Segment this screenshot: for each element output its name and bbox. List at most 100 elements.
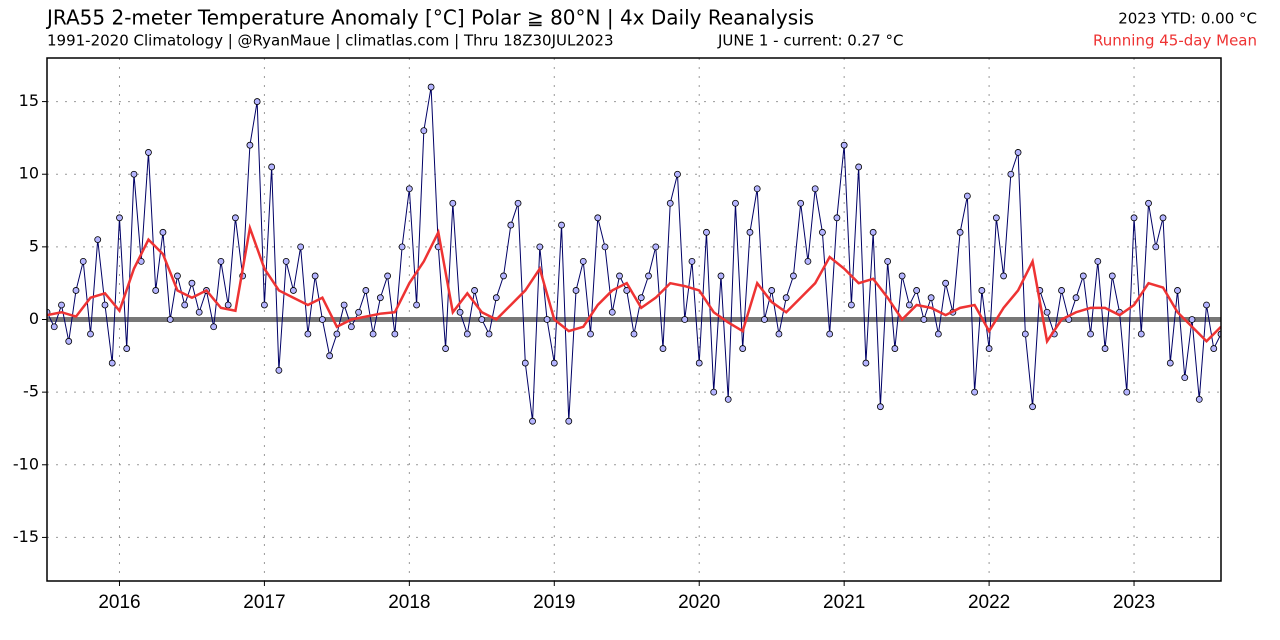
data-point: [717, 272, 725, 280]
data-point: [289, 287, 297, 294]
data-point: [1108, 272, 1116, 280]
x-tick-label: 2022: [968, 592, 1010, 613]
series: [47, 83, 1221, 425]
data-point: [304, 330, 312, 338]
data-point: [913, 287, 921, 294]
data-point: [804, 257, 812, 265]
data-point: [456, 308, 464, 316]
data-point: [217, 257, 225, 265]
data-point: [811, 185, 819, 193]
data-point: [514, 199, 522, 207]
data-point: [992, 214, 1000, 222]
annotation: 2023 YTD: 0.00 °C: [1118, 10, 1257, 28]
data-point: [1137, 330, 1145, 338]
y-tick-label: -5: [23, 382, 39, 401]
y-tick-label: -10: [13, 454, 39, 473]
data-point: [347, 323, 355, 331]
data-point: [210, 323, 218, 331]
data-point: [195, 308, 203, 316]
data-point: [652, 243, 660, 251]
data-point: [275, 366, 283, 374]
data-point: [985, 345, 993, 352]
data-point: [978, 287, 986, 294]
data-point: [558, 221, 565, 229]
data-point: [79, 257, 87, 265]
data-point: [594, 214, 602, 222]
x-tick-label: 2017: [243, 592, 285, 613]
data-point: [572, 287, 580, 294]
data-point: [782, 294, 790, 302]
chart-subtitle: 1991-2020 Climatology | @RyanMaue | clim…: [47, 32, 614, 50]
data-point: [1203, 301, 1210, 309]
data-point: [840, 141, 848, 149]
data-point: [1058, 287, 1065, 294]
data-point: [942, 279, 950, 287]
data-point: [876, 403, 884, 411]
x-tick-label: 2018: [388, 592, 430, 613]
data-point: [724, 396, 732, 403]
data-point: [674, 170, 681, 178]
data-point: [833, 214, 841, 222]
data-point: [695, 359, 703, 367]
data-point: [848, 301, 855, 309]
data-point: [710, 388, 718, 396]
data-point: [1188, 316, 1196, 323]
data-point: [449, 199, 457, 207]
data-point: [956, 228, 964, 236]
data-point: [145, 149, 152, 156]
data-point: [565, 417, 573, 425]
legend-label: Running 45-day Mean: [1093, 32, 1257, 50]
data-point: [1087, 330, 1094, 338]
data-point: [268, 163, 276, 171]
data-point: [1000, 272, 1007, 280]
data-point: [971, 388, 979, 396]
data-point: [869, 228, 877, 236]
data-point: [333, 330, 341, 338]
data-point: [471, 287, 478, 294]
data-point: [1094, 257, 1102, 265]
data-point: [311, 272, 319, 280]
data-point: [963, 192, 971, 200]
data-point: [159, 228, 167, 236]
data-point: [463, 330, 471, 338]
data-point: [1021, 330, 1029, 338]
data-point: [587, 330, 594, 338]
data-point: [326, 352, 334, 360]
data-point: [579, 257, 587, 265]
y-tick-label: 0: [29, 309, 39, 328]
data-point: [166, 316, 174, 323]
annotation: JUNE 1 - current: 0.27 °C: [717, 32, 903, 50]
data-point: [905, 301, 913, 309]
data-point: [521, 359, 529, 367]
data-point: [376, 294, 384, 302]
data-point: [420, 127, 428, 135]
data-point: [934, 330, 942, 338]
data-point: [405, 185, 413, 193]
data-point: [50, 323, 58, 331]
data-point: [297, 243, 305, 251]
data-point: [601, 243, 609, 251]
data-point: [1123, 388, 1131, 396]
data-point: [65, 337, 73, 345]
plot-frame: [46, 57, 1222, 582]
data-point: [1079, 272, 1087, 280]
data-point: [108, 359, 116, 367]
data-point: [282, 257, 290, 265]
data-point: [384, 272, 392, 280]
data-point: [427, 83, 435, 91]
chart-title: JRA55 2-meter Temperature Anomaly [°C] P…: [45, 6, 814, 30]
x-tick-label: 2020: [678, 592, 720, 613]
data-point: [261, 301, 268, 309]
data-point: [391, 330, 399, 338]
data-point: [1014, 149, 1022, 156]
data-point: [116, 214, 123, 222]
data-point: [101, 301, 109, 309]
y-tick-label: 10: [19, 164, 39, 183]
data-point: [369, 330, 377, 338]
data-point: [174, 272, 181, 280]
data-point: [1195, 396, 1203, 403]
data-point: [891, 345, 899, 352]
data-point: [224, 301, 232, 309]
data-point: [362, 287, 370, 294]
